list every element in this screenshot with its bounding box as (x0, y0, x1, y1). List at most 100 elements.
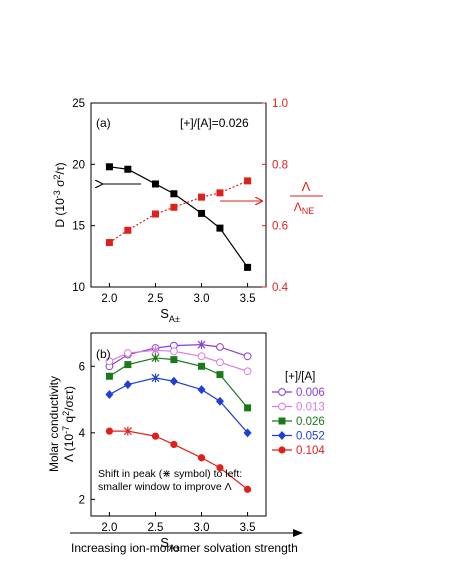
legend-label-0.104: 0.104 (296, 445, 325, 457)
b-x-tick-label-2: 3.0 (194, 522, 210, 534)
legend-marker-0.006 (278, 388, 286, 396)
series-0.026-point-0 (105, 372, 113, 380)
x-tick-label-3: 3.5 (240, 293, 256, 305)
series-right-point-2 (151, 210, 159, 218)
left-tick-label-3: 25 (72, 98, 85, 110)
right-axis-label-numerator: Λ (302, 179, 311, 194)
panel-b-y-axis-label-line1: Molar conductivity (47, 376, 61, 472)
series-0.104-point-3 (170, 440, 178, 449)
series-left-line (109, 166, 249, 268)
panel-a-right-axis-label: Λ ΛNE (290, 179, 323, 216)
panel-b: 246 2.0 2.5 3.0 3.5 (b) Molar conductivity … (47, 332, 325, 553)
series-right-point-1 (124, 226, 132, 234)
series-0.013-point-6 (243, 367, 252, 376)
legend-label-0.013: 0.013 (296, 402, 325, 414)
series-0.013-point-3 (169, 347, 178, 356)
panel-b-frame (90, 332, 267, 517)
b-x-tick-label-0: 2.0 (101, 522, 117, 534)
series-0.104-point-4 (197, 454, 206, 462)
b-y-tick-label-2: 6 (79, 361, 85, 373)
series-left-point-6 (244, 263, 252, 271)
series-right-point-4 (198, 193, 206, 201)
series-0.026-point-4 (198, 362, 206, 370)
series-0.026-point-1 (124, 361, 132, 369)
series-0.006-point-5 (216, 343, 224, 351)
series-0.013-point-5 (216, 358, 224, 367)
right-tick-label-0: 0.4 (272, 282, 289, 294)
series-0.013-point-4 (197, 352, 206, 361)
panel-a-frame (90, 102, 267, 288)
panel-b-x-ticks: 2.0 2.5 3.0 3.5 (101, 512, 256, 534)
series-0.052-point-2 (151, 373, 160, 383)
series-0.052-point-3 (169, 376, 178, 386)
panel-a-series (105, 163, 252, 271)
series-0.026-point-2 (151, 353, 160, 363)
left-tick-label-0: 10 (72, 282, 85, 294)
series-0.104-point-2 (151, 432, 160, 440)
b-x-tick-label-3: 3.5 (240, 522, 256, 534)
panel-b-series (105, 340, 252, 493)
panel-b-y-ticks: 2 4 6 (79, 361, 95, 506)
series-right-point-5 (216, 189, 224, 197)
series-0.052-point-1 (123, 380, 132, 390)
legend-title: [+]/[A] (285, 371, 315, 383)
series-0.006-point-6 (243, 352, 252, 361)
right-tick-label-3: 1.0 (272, 98, 288, 110)
panel-a: 10 15 20 25 0.4 0.6 0.8 1.0 2.0 2.5 3.0 3.5 (a) [… (52, 98, 323, 324)
legend-label-0.052: 0.052 (296, 431, 325, 443)
b-x-tick-label-1: 2.5 (147, 522, 163, 534)
legend-marker-0.104 (278, 446, 286, 454)
left-tick-label-2: 20 (72, 159, 85, 171)
panel-a-left-ticks: 10 15 20 25 (72, 98, 95, 294)
series-0.052-point-5 (215, 396, 224, 406)
b-y-tick-label-1: 4 (79, 428, 86, 440)
series-0.013-point-0 (105, 357, 114, 366)
legend-marker-0.013 (278, 402, 286, 411)
series-0.052-point-0 (105, 390, 114, 400)
series-0.052-point-6 (243, 428, 252, 438)
panel-a-left-axis-label: D (10-3 σ2/τ) (52, 162, 67, 227)
legend-marker-0.026 (278, 417, 286, 425)
series-0.026-point-5 (216, 371, 224, 379)
series-left-point-4 (198, 209, 206, 217)
x-tick-label-2: 3.0 (194, 293, 210, 305)
panel-a-x-axis-label: SA± (160, 306, 180, 324)
series-right-point-6 (244, 177, 252, 185)
series-left-point-5 (216, 224, 224, 232)
series-right-point-0 (105, 239, 113, 247)
series-0.104-point-5 (216, 464, 224, 472)
series-0.026-point-6 (244, 404, 252, 412)
panel-a-right-ticks: 0.4 0.6 0.8 1.0 (262, 98, 289, 294)
series-right-point-3 (170, 203, 178, 211)
legend: [+]/[A] 0.006 0.013 0.026 0.052 0.104 (272, 371, 325, 457)
right-axis-label-denominator: ΛNE (294, 200, 315, 216)
series-0.104-point-1 (123, 426, 132, 436)
series-0.013-point-1 (123, 349, 132, 357)
panel-b-note-line2: smaller window to improve Λ (98, 481, 232, 493)
series-0.026-point-3 (170, 356, 178, 364)
panel-a-x-ticks: 2.0 2.5 3.0 3.5 (101, 283, 256, 305)
x-tick-label-1: 2.5 (147, 293, 163, 305)
series-left-point-3 (170, 190, 178, 198)
series-0.104-point-6 (243, 485, 252, 493)
series-0.104-point-0 (105, 427, 114, 435)
legend-label-0.026: 0.026 (296, 416, 325, 428)
b-y-tick-label-0: 2 (79, 494, 85, 506)
panel-a-annotation: [+]/[A]=0.026 (180, 116, 249, 130)
panel-b-note-line1: Shift in peak (⋇ symbol) to left: (98, 468, 242, 480)
legend-label-0.006: 0.006 (296, 387, 325, 399)
panel-a-label: (a) (96, 116, 111, 130)
series-0.006-point-4 (197, 340, 206, 350)
series-left-point-0 (105, 163, 113, 171)
series-0.013-point-2 (151, 345, 160, 355)
series-0.052-point-4 (197, 385, 206, 395)
footer-caption: Increasing ion-monomer solvation strengt… (71, 541, 298, 555)
x-tick-label-0: 2.0 (101, 293, 117, 305)
series-left-point-2 (151, 180, 159, 188)
panel-b-label: (b) (96, 347, 111, 361)
left-tick-label-1: 15 (72, 221, 85, 233)
panel-b-y-axis-label-line2: Λ (10-7 q2/σετ) (61, 386, 76, 462)
legend-marker-0.052 (278, 431, 286, 440)
series-left-point-1 (124, 165, 132, 173)
